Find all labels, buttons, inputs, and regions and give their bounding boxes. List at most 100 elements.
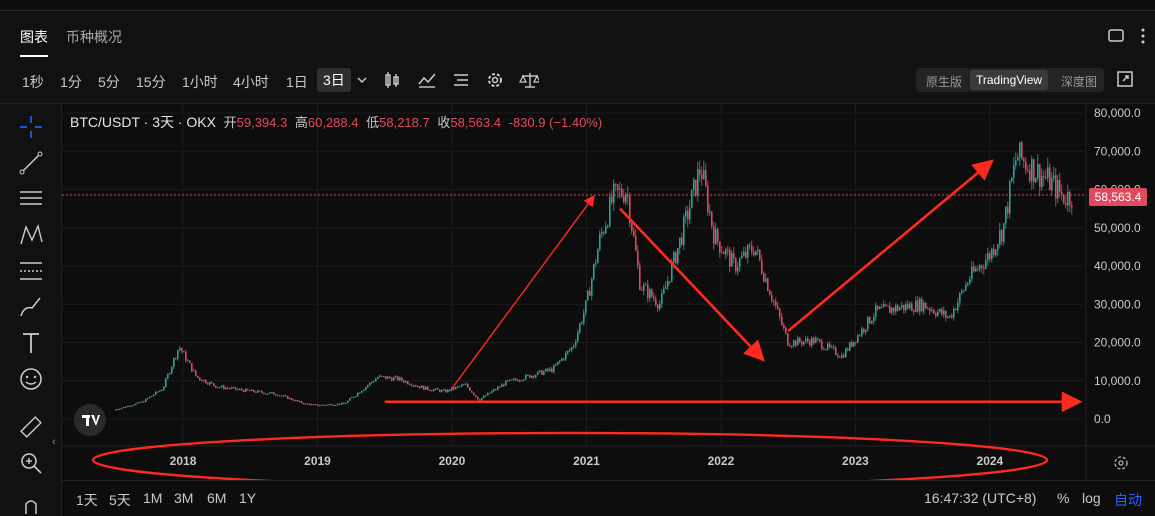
window-icon[interactable]: [1108, 29, 1124, 43]
candle-body: [786, 333, 789, 346]
brush-icon[interactable]: [18, 294, 44, 320]
indicators-icon[interactable]: [417, 70, 437, 90]
text-icon[interactable]: [18, 330, 44, 356]
candle-body: [380, 375, 383, 377]
candle-body: [658, 303, 661, 309]
fib-icon[interactable]: [18, 258, 44, 284]
candles: [114, 140, 1073, 411]
range-6m[interactable]: 6M: [207, 490, 227, 506]
range-1d[interactable]: 1天: [76, 492, 98, 508]
zoom-in-icon[interactable]: [18, 450, 44, 476]
price-chart[interactable]: 80,000.070,000.060,000.050,000.040,000.0…: [62, 104, 1155, 516]
view-depth[interactable]: 深度图: [1061, 75, 1098, 89]
candle-body: [944, 310, 947, 318]
scale-icon[interactable]: [519, 70, 539, 90]
candle-body: [644, 284, 647, 286]
candle-body: [928, 308, 931, 311]
collapse-arrow-icon[interactable]: ‹: [52, 436, 56, 448]
candle-body: [880, 307, 883, 309]
candle-body: [746, 245, 749, 258]
axis-settings-icon[interactable]: [1112, 454, 1130, 472]
tradingview-logo[interactable]: [74, 404, 106, 436]
candle-body: [914, 300, 917, 312]
candle-body: [568, 349, 571, 351]
candle-body: [852, 341, 855, 347]
tf-1d[interactable]: 1日: [286, 74, 308, 90]
candle-body: [516, 379, 519, 382]
tab-chart[interactable]: 图表: [20, 29, 48, 45]
range-1m[interactable]: 1M: [143, 490, 163, 506]
tf-15m[interactable]: 15分: [136, 74, 166, 90]
ruler-icon[interactable]: [18, 414, 44, 440]
candle-body: [442, 389, 445, 391]
chevron-down-icon[interactable]: [356, 74, 376, 94]
candle-body: [724, 249, 727, 255]
candle-body: [824, 349, 827, 351]
range-1y[interactable]: 1Y: [239, 490, 257, 506]
pattern-icon[interactable]: [18, 222, 44, 248]
fullscreen-icon[interactable]: [1116, 70, 1136, 90]
y-tick-label: 10,000.0: [1094, 374, 1141, 388]
tf-1h[interactable]: 1小时: [182, 74, 218, 90]
candle-body: [662, 288, 665, 294]
clock[interactable]: 16:47:32 (UTC+8): [924, 490, 1037, 506]
gear-icon[interactable]: [485, 70, 505, 90]
log-toggle[interactable]: log: [1082, 490, 1101, 506]
trendline-icon[interactable]: [18, 150, 44, 176]
tab-coin-overview[interactable]: 币种概况: [66, 29, 122, 45]
candle-body: [276, 395, 279, 397]
annotations: [91, 159, 1083, 489]
more-icon[interactable]: [1140, 27, 1146, 45]
candle-body: [558, 360, 561, 362]
candle-body: [1030, 159, 1033, 182]
emoji-icon[interactable]: [18, 366, 44, 392]
candle-body: [820, 341, 823, 349]
candle-body: [1052, 175, 1055, 178]
candle-body: [244, 388, 247, 392]
auto-toggle[interactable]: 自动: [1114, 492, 1142, 508]
tf-5m[interactable]: 5分: [98, 74, 120, 90]
candle-body: [338, 403, 341, 405]
y-tick-label: 70,000.0: [1094, 144, 1141, 158]
candle-body: [1022, 158, 1025, 162]
percent-toggle[interactable]: %: [1057, 490, 1070, 506]
candle-body: [544, 368, 547, 372]
chart-legend: BTC/USDT · 3天 · OKX 开59,394.3 高60,288.4 …: [70, 112, 602, 132]
view-native[interactable]: 原生版: [926, 75, 963, 89]
candle-body: [760, 260, 763, 274]
candle-body: [554, 364, 557, 366]
candle-body: [390, 378, 393, 381]
candle-body: [960, 291, 963, 294]
candle-body: [998, 230, 1001, 245]
crosshair-icon[interactable]: [18, 114, 44, 140]
candle-body: [330, 404, 333, 406]
candle-body: [236, 389, 239, 391]
candle-body: [172, 358, 175, 367]
candle-body: [1044, 176, 1047, 179]
lock-icon[interactable]: [18, 496, 44, 516]
horizontal-lines-icon[interactable]: [18, 186, 44, 212]
range-3m[interactable]: 3M: [174, 490, 194, 506]
candle-body: [468, 387, 471, 391]
candle-body: [420, 385, 423, 388]
candle-body: [700, 174, 703, 179]
candle-body: [624, 194, 627, 203]
legend-low: 58,218.7: [379, 115, 430, 130]
candle-body: [248, 390, 251, 392]
candle-body: [188, 360, 191, 364]
tf-1s[interactable]: 1秒: [22, 74, 44, 90]
candle-body: [270, 392, 273, 394]
tf-1m[interactable]: 1分: [60, 74, 82, 90]
candle-body: [810, 338, 813, 346]
view-tradingview[interactable]: TradingView: [970, 70, 1049, 90]
candle-type-icon[interactable]: [382, 70, 402, 90]
tf-3d[interactable]: 3日: [317, 68, 351, 92]
candle-body: [844, 348, 847, 358]
list-icon[interactable]: [451, 70, 471, 90]
candle-body: [996, 244, 999, 250]
range-5d[interactable]: 5天: [109, 492, 131, 508]
tf-4h[interactable]: 4小时: [233, 74, 269, 90]
candle-body: [410, 384, 413, 386]
candle-body: [470, 390, 473, 393]
candle-body: [1014, 160, 1017, 166]
